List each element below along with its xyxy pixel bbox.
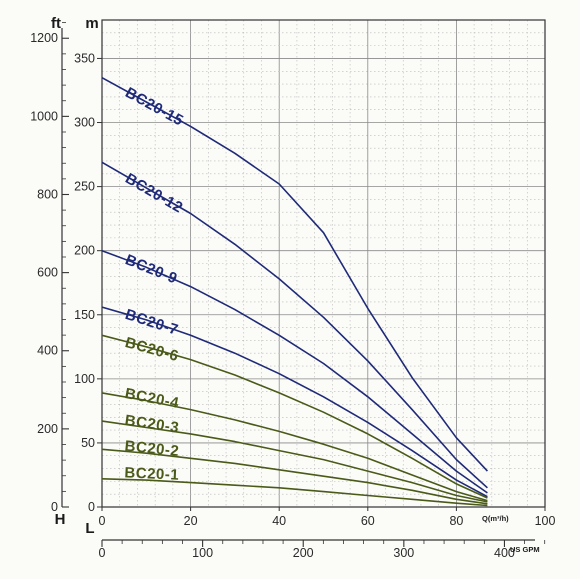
m-axis-tick-label: 100 bbox=[74, 372, 95, 386]
series-line-bc20-2 bbox=[101, 448, 488, 505]
q-axis-tick-label: 40 bbox=[272, 514, 286, 528]
m-axis-tick-label: 200 bbox=[74, 244, 95, 258]
ft-axis-unit: ft bbox=[51, 15, 61, 32]
m-axis-tick-label: 350 bbox=[74, 51, 95, 65]
plot-frame bbox=[101, 19, 546, 508]
curve-label-bc20-2: BC20-2 bbox=[124, 438, 180, 460]
m-axis-unit: m bbox=[85, 15, 98, 32]
q-axis-tick-label: 20 bbox=[184, 514, 198, 528]
m-axis-tick-label: 300 bbox=[74, 116, 95, 130]
gpm-axis-tick-label: 400 bbox=[494, 546, 515, 560]
series-curves bbox=[101, 76, 488, 507]
curve-label-bc20-1: BC20-1 bbox=[124, 464, 179, 483]
q-axis-tick-label: 80 bbox=[449, 514, 463, 528]
q-axis-tick-label: 0 bbox=[99, 514, 106, 528]
m-axis-tick-label: 150 bbox=[74, 308, 95, 322]
head-corner-label: H bbox=[55, 511, 66, 528]
gpm-axis-tick-label: 100 bbox=[192, 546, 213, 560]
q-axis-tick-label: 60 bbox=[361, 514, 375, 528]
ft-axis-tick-label: 1200 bbox=[30, 31, 58, 45]
series-line-bc20-3 bbox=[101, 420, 488, 503]
series-line-bc20-9 bbox=[101, 249, 488, 494]
gpm-axis-tick-label: 200 bbox=[293, 546, 314, 560]
m-axis-tick-label: 50 bbox=[81, 436, 95, 450]
series-line-bc20-7 bbox=[101, 306, 488, 498]
ft-axis-tick-label: 0 bbox=[51, 500, 58, 514]
ft-axis-tick-label: 800 bbox=[37, 187, 58, 201]
ft-axis-tick-label: 1000 bbox=[30, 109, 58, 123]
series-line-bc20-12 bbox=[101, 161, 488, 489]
gpm-axis-tick-label: 0 bbox=[99, 546, 106, 560]
plot-border bbox=[101, 19, 546, 508]
series-line-bc20-4 bbox=[101, 392, 488, 502]
gpm-axis-unit: US GPM bbox=[510, 545, 540, 554]
m-axis-tick-label: 0 bbox=[88, 500, 95, 514]
m-axis-tick-label: 250 bbox=[74, 180, 95, 194]
ft-axis-tick-label: 400 bbox=[37, 344, 58, 358]
gpm-axis-tick-label: 300 bbox=[393, 546, 414, 560]
ft-axis-tick-label: 200 bbox=[37, 422, 58, 436]
series-line-bc20-6 bbox=[101, 334, 488, 499]
flow-corner-label: L bbox=[85, 520, 94, 537]
series-line-bc20-15 bbox=[101, 76, 488, 472]
ft-axis-tick-label: 600 bbox=[37, 266, 58, 280]
axes: 050100150200250300350m020040060080010001… bbox=[30, 15, 555, 560]
q-axis-tick-label: 100 bbox=[535, 514, 556, 528]
series-line-bc20-1 bbox=[101, 478, 488, 507]
q-axis-unit: Q(m³/h) bbox=[482, 514, 509, 523]
